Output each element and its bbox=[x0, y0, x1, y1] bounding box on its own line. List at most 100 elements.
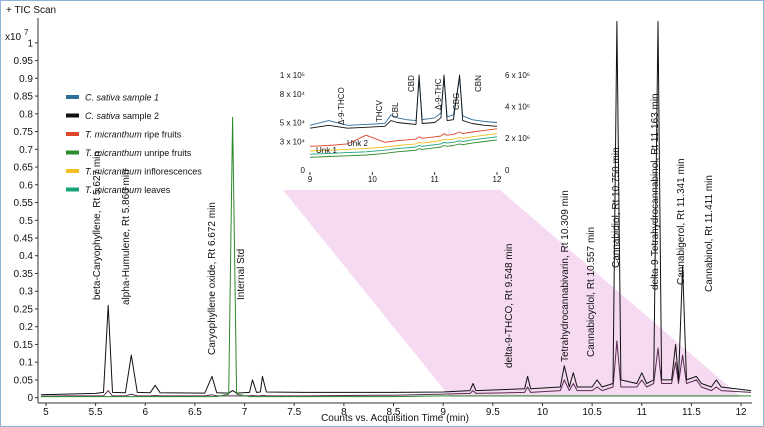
legend-word: 2 bbox=[152, 111, 160, 121]
x-tick-label: 7 bbox=[242, 407, 248, 418]
peak-annotation: delta-9-Tetrahydrocannabinol, Rt 11.163 … bbox=[650, 93, 661, 290]
y-tick-label: 0.6 bbox=[19, 180, 33, 191]
legend-word: T. bbox=[85, 185, 92, 195]
peak-annotation: Cannabidiol, Rt 10.750 min bbox=[611, 147, 622, 268]
y2-tick-label: 2 x 10⁶ bbox=[505, 134, 530, 143]
y-tick-label: 1 x 10⁵ bbox=[280, 71, 305, 80]
peak-annotation: delta-9-THCO, Rt 9.548 min bbox=[504, 244, 515, 369]
y-tick-label: 0.7 bbox=[19, 145, 33, 156]
x-tick-label: 11 bbox=[637, 407, 648, 418]
legend-word: sativa bbox=[94, 111, 120, 121]
legend-word: sample bbox=[120, 111, 152, 121]
peak-annotation: Internal Std bbox=[236, 249, 247, 300]
y-exponent: 7 bbox=[24, 28, 29, 37]
x-tick-label: 10.5 bbox=[582, 407, 602, 418]
data-line bbox=[41, 116, 751, 398]
x-tick-label: 10 bbox=[368, 175, 377, 184]
legend-word: ripe bbox=[142, 130, 160, 140]
x-tick-label: 10 bbox=[537, 407, 549, 418]
y-tick-label: 0.65 bbox=[14, 163, 34, 174]
legend-word: fruits bbox=[169, 148, 192, 158]
legend-word: T. bbox=[85, 167, 92, 177]
y-tick-label: 0.3 bbox=[19, 287, 33, 298]
y-tick-label: 0 bbox=[301, 166, 306, 175]
inset-annotation: Unk 1 bbox=[316, 146, 337, 155]
legend-word: leaves bbox=[142, 185, 171, 195]
data-line bbox=[309, 136, 498, 155]
inset-annotation: THCV bbox=[375, 100, 384, 122]
y-tick-label: 0.75 bbox=[14, 127, 34, 138]
y-tick-label: 0.5 bbox=[19, 216, 33, 227]
legend-word: C. bbox=[85, 93, 94, 103]
y-tick-label: 0.2 bbox=[19, 322, 33, 333]
y-tick-label: 1 bbox=[27, 38, 33, 49]
inset-annotation: Δ-9-THCO bbox=[337, 87, 346, 125]
y-tick-label: 0.4 bbox=[19, 251, 33, 262]
y-tick-label: 3 x 10⁴ bbox=[280, 137, 306, 146]
peak-annotation: Cannabicyclol, Rt 10.557 min bbox=[586, 227, 597, 357]
y2-tick-label: 6 x 10⁶ bbox=[505, 71, 530, 80]
inset-annotation: CBN bbox=[474, 75, 483, 92]
data-line bbox=[40, 21, 752, 396]
legend-word: inflorescences bbox=[142, 167, 203, 177]
legend-label: C. sativa sample 1 bbox=[85, 93, 159, 103]
inset-annotation: Δ-9-THC bbox=[434, 78, 443, 110]
legend-label: T. micranthum inflorescences bbox=[85, 167, 202, 177]
x-tick-label: 12 bbox=[493, 175, 502, 184]
legend-word: sativa bbox=[94, 93, 120, 103]
zoom-region bbox=[283, 190, 741, 397]
y-tick-label: 0.35 bbox=[14, 269, 34, 280]
legend-label: T. micranthum ripe fruits bbox=[85, 130, 182, 140]
peak-annotation: alpha-Humulene, Rt 5.860 min bbox=[121, 169, 132, 305]
y-tick-label: 0.15 bbox=[14, 340, 34, 351]
x-tick-label: 7.5 bbox=[287, 407, 301, 418]
data-line bbox=[309, 133, 498, 152]
y-tick-label: 0.25 bbox=[14, 304, 34, 315]
y-tick-label: 8 x 10⁴ bbox=[280, 90, 306, 99]
legend-word: unripe bbox=[142, 148, 170, 158]
peak-annotation: Cannabigerol, Rt 11.341 min bbox=[676, 158, 687, 285]
legend-word: sample bbox=[120, 93, 152, 103]
legend-word: T. bbox=[85, 148, 92, 158]
y-tick-label: 0.55 bbox=[14, 198, 34, 209]
y2-tick-label: 0 bbox=[505, 166, 510, 175]
x-tick-label: 9 bbox=[308, 175, 313, 184]
y-tick-label: 0.1 bbox=[19, 358, 33, 369]
legend-word: micranthum bbox=[92, 148, 142, 158]
peak-annotation: Caryophyllene oxide, Rt 6.672 min bbox=[207, 202, 218, 355]
legend-word: C. bbox=[85, 111, 94, 121]
inset-annotation: CBD bbox=[407, 75, 416, 92]
x-tick-label: 9 bbox=[440, 407, 446, 418]
data-line bbox=[309, 139, 498, 158]
legend-label: C. sativa sample 2 bbox=[85, 111, 159, 121]
y2-tick-label: 4 x 10⁶ bbox=[505, 102, 530, 111]
y-tick-label: 0.45 bbox=[14, 234, 34, 245]
legend-word: fruits bbox=[159, 130, 182, 140]
x-tick-label: 6.5 bbox=[188, 407, 202, 418]
x-tick-label: 8 bbox=[341, 407, 347, 418]
inset-annotation: CBL bbox=[391, 102, 400, 118]
x-tick-label: 6 bbox=[142, 407, 148, 418]
chart-title: + TIC Scan bbox=[6, 5, 56, 16]
legend-label: T. micranthum leaves bbox=[85, 185, 171, 195]
peak-annotation: Cannabinol, Rt 11.411 min bbox=[704, 175, 715, 292]
legend-label: T. micranthum unripe fruits bbox=[85, 148, 192, 158]
y-multiplier: x10 bbox=[5, 32, 22, 43]
x-tick-label: 11.5 bbox=[682, 407, 701, 418]
y-tick-label: 0.05 bbox=[14, 375, 34, 386]
x-tick-label: 5.5 bbox=[89, 407, 103, 418]
data-line bbox=[40, 340, 752, 397]
y-tick-label: 0 bbox=[27, 393, 33, 404]
data-line bbox=[309, 128, 498, 147]
legend-word: T. bbox=[85, 130, 92, 140]
y-tick-label: 0.85 bbox=[14, 92, 34, 103]
y-tick-label: 0.8 bbox=[19, 109, 33, 120]
y-tick-label: 0.9 bbox=[19, 74, 33, 85]
peak-annotation: Tetrahydrocannabivarin, Rt 10.309 min bbox=[560, 190, 571, 362]
x-tick-label: 9.5 bbox=[486, 407, 500, 418]
legend-word: 1 bbox=[152, 93, 160, 103]
inset-annotation: Unk 2 bbox=[347, 139, 368, 148]
x-tick-label: 11 bbox=[431, 175, 440, 184]
